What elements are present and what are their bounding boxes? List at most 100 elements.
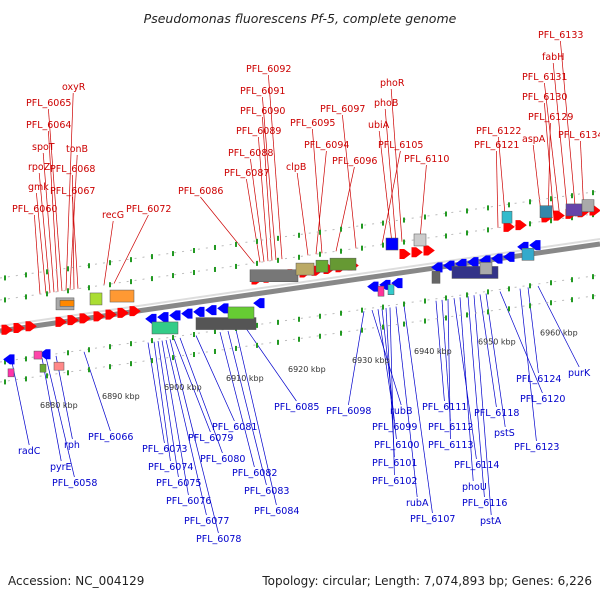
- track-tick: [235, 345, 237, 351]
- forward-gene-label[interactable]: gmk: [28, 182, 49, 193]
- reverse-gene-label[interactable]: rubA: [406, 498, 429, 509]
- reverse-gene-label[interactable]: phoU: [462, 482, 487, 493]
- reverse-gene-label[interactable]: pyrE: [50, 462, 72, 473]
- reverse-gene-label[interactable]: PFL_6107: [410, 514, 455, 525]
- forward-gene-label[interactable]: PFL_6088: [228, 148, 273, 159]
- track-tick: [508, 306, 510, 312]
- forward-gene-label[interactable]: PFL_6105: [378, 140, 423, 151]
- reverse-gene-label[interactable]: PFL_6077: [184, 516, 229, 527]
- forward-gene-label[interactable]: PFL_6091: [240, 86, 285, 97]
- reverse-gene-label[interactable]: purK: [568, 368, 591, 379]
- forward-gene-label[interactable]: PFL_6092: [246, 64, 291, 75]
- track-tick: [256, 322, 258, 328]
- forward-gene-label[interactable]: phoR: [380, 78, 405, 89]
- forward-gene-label[interactable]: PFL_6065: [26, 98, 71, 109]
- reverse-gene-label[interactable]: PFL_6084: [254, 506, 299, 517]
- track-tick: [466, 208, 468, 214]
- scale-labels: 6880 kbp 6890 kbp 6900 kbp 6910 kbp 6920 kbp…: [40, 329, 578, 411]
- reverse-gene-label[interactable]: PFL_6116: [462, 498, 507, 509]
- forward-gene-label[interactable]: tonB: [66, 144, 88, 155]
- scale-label: 6900 kbp: [164, 383, 202, 392]
- reverse-gene-label[interactable]: PFL_6114: [454, 460, 499, 471]
- reverse-leader-line: [459, 297, 474, 482]
- gene-labels[interactable]: PFL_6060 gmk rpoZ spoT PFL_6064 PFL_6065 oxyR t…: [12, 30, 600, 545]
- reverse-gene: [367, 281, 379, 292]
- forward-gene-label[interactable]: PFL_6097: [320, 104, 365, 115]
- forward-leader-line: [544, 82, 561, 219]
- forward-gene-label[interactable]: rpoZ: [28, 162, 51, 173]
- reverse-gene-label[interactable]: PFL_6079: [188, 433, 233, 444]
- forward-gene-label[interactable]: PFL_6068: [50, 164, 95, 175]
- reverse-gene: [503, 251, 515, 262]
- forward-leader-line: [496, 150, 499, 228]
- forward-gene-label[interactable]: spoT: [32, 142, 55, 153]
- reverse-gene-label[interactable]: PFL_6113: [428, 440, 473, 451]
- reverse-gene-label[interactable]: PFL_6124: [516, 374, 561, 385]
- reverse-gene-label[interactable]: PFL_6118: [474, 408, 519, 419]
- forward-leader-line: [335, 166, 355, 252]
- forward-gene-label[interactable]: PFL_6130: [522, 92, 567, 103]
- forward-gene-label[interactable]: PFL_6064: [26, 120, 71, 131]
- forward-gene-label[interactable]: PFL_6067: [50, 186, 95, 197]
- forward-gene-label[interactable]: PFL_6060: [12, 204, 57, 215]
- reverse-gene-label[interactable]: PFL_6083: [244, 486, 289, 497]
- reverse-gene-label[interactable]: PFL_6058: [52, 478, 97, 489]
- forward-gene-label[interactable]: PFL_6072: [126, 204, 171, 215]
- reverse-gene-label[interactable]: PFL_6102: [372, 476, 417, 487]
- feature-box: [249, 269, 299, 282]
- forward-gene-label[interactable]: recG: [102, 210, 124, 221]
- reverse-gene-label[interactable]: PFL_6076: [166, 496, 211, 507]
- forward-gene-label[interactable]: aspA: [522, 134, 546, 145]
- forward-gene-label[interactable]: PFL_6129: [528, 112, 573, 123]
- reverse-gene-label[interactable]: rph: [64, 440, 80, 451]
- forward-gene-label[interactable]: oxyR: [62, 82, 86, 93]
- reverse-gene-label[interactable]: PFL_6101: [372, 458, 417, 469]
- forward-gene-label[interactable]: ubiA: [368, 120, 390, 131]
- reverse-leader-line: [348, 311, 365, 406]
- reverse-gene-label[interactable]: PFL_6098: [326, 406, 371, 417]
- reverse-gene-label[interactable]: PFL_6100: [374, 440, 419, 451]
- track-tick: [25, 272, 27, 278]
- forward-gene-label[interactable]: PFL_6110: [404, 154, 449, 165]
- reverse-gene-label[interactable]: PFL_6099: [372, 422, 417, 433]
- reverse-gene-label[interactable]: PFL_6080: [200, 454, 245, 465]
- reverse-gene-label[interactable]: PFL_6123: [514, 442, 559, 453]
- accession-text: Accession: NC_004129: [8, 574, 144, 588]
- reverse-gene-label[interactable]: PFL_6112: [428, 422, 473, 433]
- forward-gene-label[interactable]: PFL_6133: [538, 30, 583, 41]
- reverse-gene-label[interactable]: PFL_6073: [142, 444, 187, 455]
- reverse-gene-label[interactable]: pstA: [480, 516, 502, 527]
- forward-gene-label[interactable]: PFL_6090: [240, 106, 285, 117]
- forward-gene-label[interactable]: fabH: [542, 52, 564, 63]
- reverse-gene-label[interactable]: PFL_6082: [232, 468, 277, 479]
- track-tick: [46, 373, 48, 379]
- forward-gene-label[interactable]: phoB: [374, 98, 398, 109]
- reverse-gene-label[interactable]: PFL_6078: [196, 534, 241, 545]
- reverse-gene-label[interactable]: rubB: [390, 406, 412, 417]
- forward-gene-label[interactable]: PFL_6094: [304, 140, 349, 151]
- reverse-gene-label[interactable]: PFL_6111: [422, 402, 467, 413]
- reverse-gene-label[interactable]: radC: [18, 446, 41, 457]
- track-tick: [256, 260, 258, 266]
- reverse-leader-line: [453, 298, 477, 460]
- track-tick: [403, 321, 405, 327]
- forward-gene-label[interactable]: PFL_6086: [178, 186, 223, 197]
- forward-gene-label[interactable]: clpB: [286, 162, 306, 173]
- reverse-gene: [431, 262, 443, 273]
- reverse-gene-label[interactable]: PFL_6120: [520, 394, 565, 405]
- reverse-gene-label[interactable]: PFL_6081: [212, 422, 257, 433]
- forward-gene-label[interactable]: PFL_6087: [224, 168, 269, 179]
- reverse-gene-label[interactable]: PFL_6085: [274, 402, 319, 413]
- forward-gene-label[interactable]: PFL_6122: [476, 126, 521, 137]
- reverse-gene-label[interactable]: PFL_6066: [88, 432, 133, 443]
- forward-gene-label[interactable]: PFL_6121: [474, 140, 519, 151]
- forward-gene-label[interactable]: PFL_6089: [236, 126, 281, 137]
- reverse-leader-line: [519, 288, 537, 442]
- reverse-gene-label[interactable]: PFL_6074: [148, 462, 193, 473]
- reverse-gene-label[interactable]: pstS: [494, 428, 515, 439]
- forward-gene-label[interactable]: PFL_6131: [522, 72, 567, 83]
- forward-gene-label[interactable]: PFL_6134: [558, 130, 600, 141]
- forward-gene-label[interactable]: PFL_6095: [290, 118, 335, 129]
- reverse-gene-label[interactable]: PFL_6075: [156, 478, 201, 489]
- forward-gene-label[interactable]: PFL_6096: [332, 156, 377, 167]
